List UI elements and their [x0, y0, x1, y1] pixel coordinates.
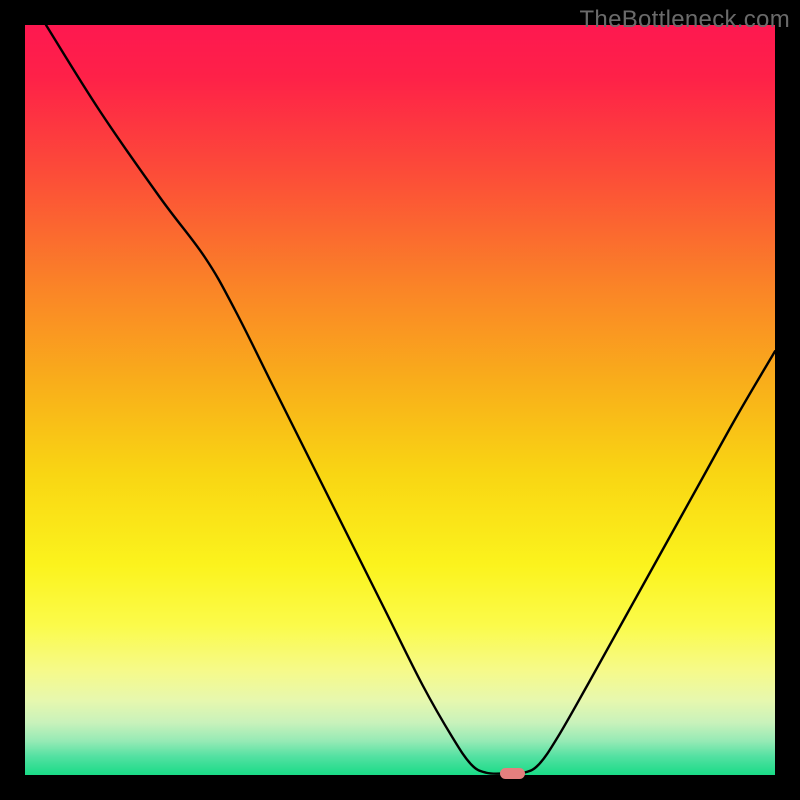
- watermark-text: TheBottleneck.com: [579, 6, 790, 34]
- bottleneck-curve: [25, 25, 775, 775]
- plot-background: [25, 25, 775, 775]
- chart-frame: TheBottleneck.com: [0, 0, 800, 800]
- optimal-point-marker: [500, 768, 525, 779]
